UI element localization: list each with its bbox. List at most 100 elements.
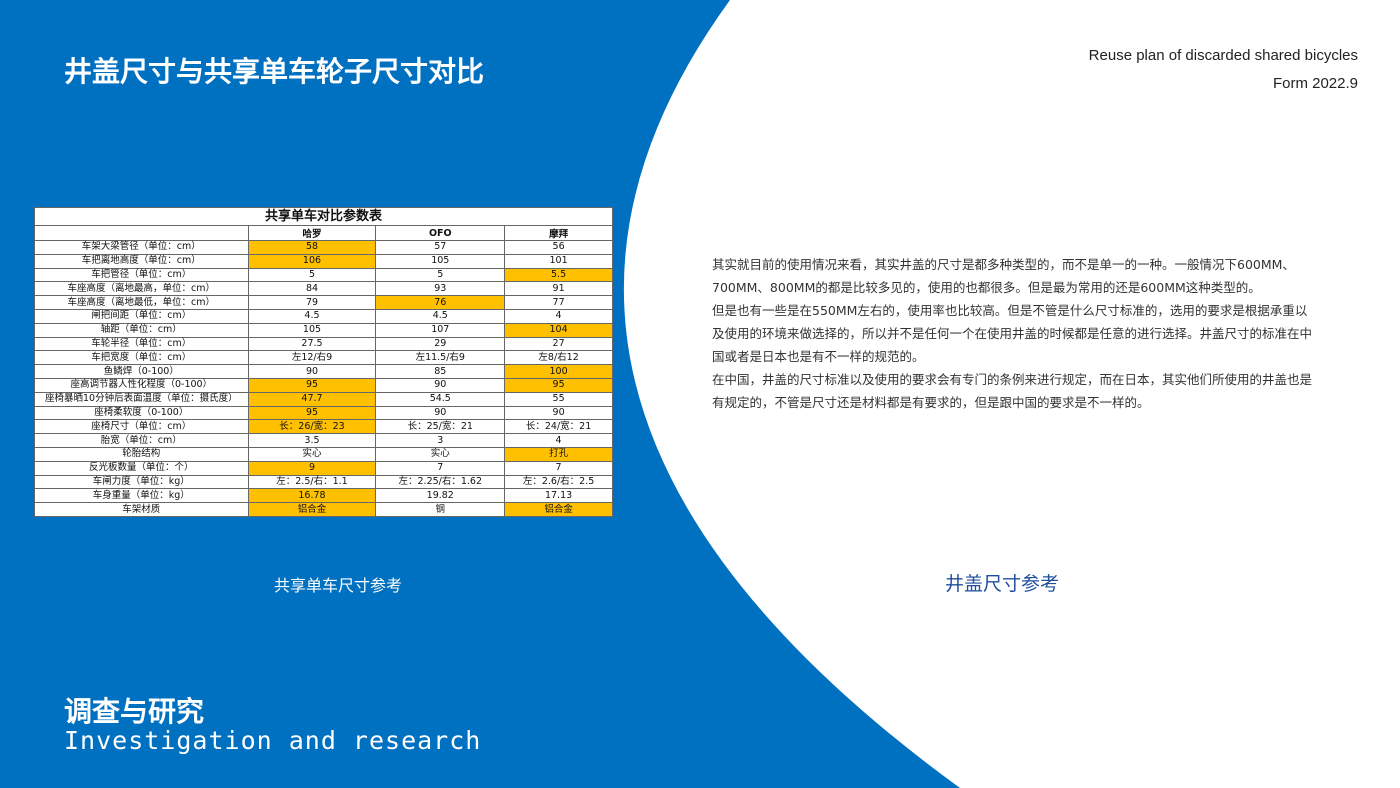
table-cell: 100 [504,364,613,379]
section-title-en: Investigation and research [64,726,482,755]
table-row: 车把宽度（单位：cm） 左12/右9 左11.5/右9 左8/右12 [34,350,613,366]
table-cell: 90 [375,377,506,393]
table-cell: 57 [375,240,506,255]
table-cell: 5 [247,267,377,283]
paragraph: 但是也有一些是在550MM左右的，使用率也比较高。但是不管是什么尺寸标准的，选用… [712,303,1313,364]
row-label: 车轮半径（单位：cm） [34,336,249,352]
table-row: 车把离地高度（单位：cm） 106 105 101 [34,253,613,269]
table-cell: 铝合金 [247,502,377,517]
section-title-cn: 调查与研究 [64,695,205,728]
table-row: 闸把间距（单位：cm） 4.5 4.5 4 [34,308,613,324]
table-cell: 101 [504,253,613,269]
table-cell: 58 [247,240,377,255]
row-label: 车把宽度（单位：cm） [34,350,249,366]
table-cell: 左11.5/右9 [375,350,506,366]
row-label: 闸把间距（单位：cm） [34,308,249,324]
table-cell: 47.7 [247,391,377,407]
table-cell: 7 [504,460,613,476]
table-cell: 104 [504,322,613,338]
table-cell: 27.5 [247,336,377,352]
table-cell: 16.78 [247,488,377,504]
table-cell: 左：2.6/右：2.5 [504,474,613,490]
row-label: 车闸力度（单位：kg） [34,474,249,490]
table-cell: 105 [247,322,377,338]
table-cell: 3.5 [247,433,377,448]
row-label: 座椅暴晒10分钟后表面温度（单位：摄氏度） [34,391,249,407]
table-cell: 84 [247,281,377,297]
row-label: 轴距（单位：cm） [34,322,249,338]
row-label: 座高调节器人性化程度（0-100） [34,377,249,393]
table-cell: 90 [375,405,506,421]
table-cell: 铝合金 [504,502,613,517]
table-cell: 79 [247,295,377,310]
table-cell: 5.5 [504,267,613,283]
table-cell: 左12/右9 [247,350,377,366]
table-cell: 4.5 [247,308,377,324]
table-cell: 55 [504,391,613,407]
table-cell: 105 [375,253,506,269]
table-cell: 17.13 [504,488,613,504]
table-cell: 打孔 [504,446,613,462]
caption-manhole: 井盖尺寸参考 [945,573,1060,595]
column-header [34,225,249,241]
table-row: 车身重量（单位：kg） 16.78 19.82 17.13 [34,488,613,504]
row-label: 鱼鳞焊（0-100） [34,364,249,379]
column-header: 摩拜 [504,225,613,241]
table-cell: 29 [375,336,506,352]
table-row: 车闸力度（单位：kg） 左：2.5/右：1.1 左：2.25/右：1.62 左：2.6… [34,474,613,490]
table-row: 座高调节器人性化程度（0-100） 95 90 95 [34,377,613,393]
table-row: 鱼鳞焊（0-100） 90 85 100 [34,364,613,379]
column-header: 哈罗 [247,225,377,241]
table-cell: 3 [375,433,506,448]
table-cell: 91 [504,281,613,297]
row-label: 反光板数量（单位：个） [34,460,249,476]
table-cell: 5 [375,267,506,283]
table-cell: 90 [504,405,613,421]
row-label: 车把离地高度（单位：cm） [34,253,249,269]
row-label: 轮胎结构 [34,446,249,462]
row-label: 车架材质 [34,502,249,517]
page-title: 井盖尺寸与共享单车轮子尺寸对比 [64,55,485,88]
table-row: 车架材质 铝合金钢铝合金 [34,502,613,517]
table-cell: 实心 [247,446,377,462]
table-cell: 95 [247,377,377,393]
table-cell: 长：24/宽：21 [504,419,613,435]
table-row: 车座高度（离地最高，单位：cm） 84 93 91 [34,281,613,297]
table-cell: 左：2.5/右：1.1 [247,474,377,490]
table-cell: 长：26/宽：23 [247,419,377,435]
table-cell: 76 [375,295,506,310]
subtitle: Reuse plan of discarded shared bicycles … [1089,42,1358,98]
table-cell: 95 [247,405,377,421]
row-label: 车座高度（离地最低，单位：cm） [34,295,249,310]
table-cell: 93 [375,281,506,297]
table-cell: 长：25/宽：21 [375,419,506,435]
table-cell: 106 [247,253,377,269]
row-label: 胎宽（单位：cm） [34,433,249,448]
table-cell: 4 [504,433,613,448]
paragraph: 在中国，井盖的尺寸标准以及使用的要求会有专门的条例来进行规定，而在日本，其实他们… [712,372,1313,410]
table-row: 轮胎结构 实心 实心 打孔 [34,446,613,462]
table-row: 轴距（单位：cm） 105 107 104 [34,322,613,338]
table-cell: 95 [504,377,613,393]
table-cell: 7 [375,460,506,476]
table-row: 车轮半径（单位：cm） 27.5 29 27 [34,336,613,352]
table-cell: 77 [504,295,613,310]
table-cell: 左：2.25/右：1.62 [375,474,506,490]
date-line: Form 2022.9 [1272,75,1358,92]
row-label: 车座高度（离地最高，单位：cm） [34,281,249,297]
table-row: 反光板数量（单位：个） 9 7 7 [34,460,613,476]
table-cell: 90 [247,364,377,379]
comparison-table: 共享单车对比参数表 哈罗 OFO 摩拜 车架大梁管径（单位：cm） 58 57 56 车把离… [34,207,613,517]
table-row: 车架大梁管径（单位：cm） 58 57 56 [34,240,613,255]
table-cell: 9 [247,460,377,476]
table-row: 车座高度（离地最低，单位：cm） 79 76 77 [34,295,613,310]
row-label: 座椅柔软度（0-100） [34,405,249,421]
table-row: 座椅柔软度（0-100） 95 90 90 [34,405,613,421]
table-cell: 85 [375,364,506,379]
table-row: 胎宽（单位：cm） 3.5 3 4 [34,433,613,448]
column-header: OFO [375,225,506,241]
row-label: 座椅尺寸（单位：cm） [34,419,249,435]
table-title: 共享单车对比参数表 [34,207,613,226]
caption-bicycle: 共享单车尺寸参考 [274,576,403,595]
table-cell: 107 [375,322,506,338]
